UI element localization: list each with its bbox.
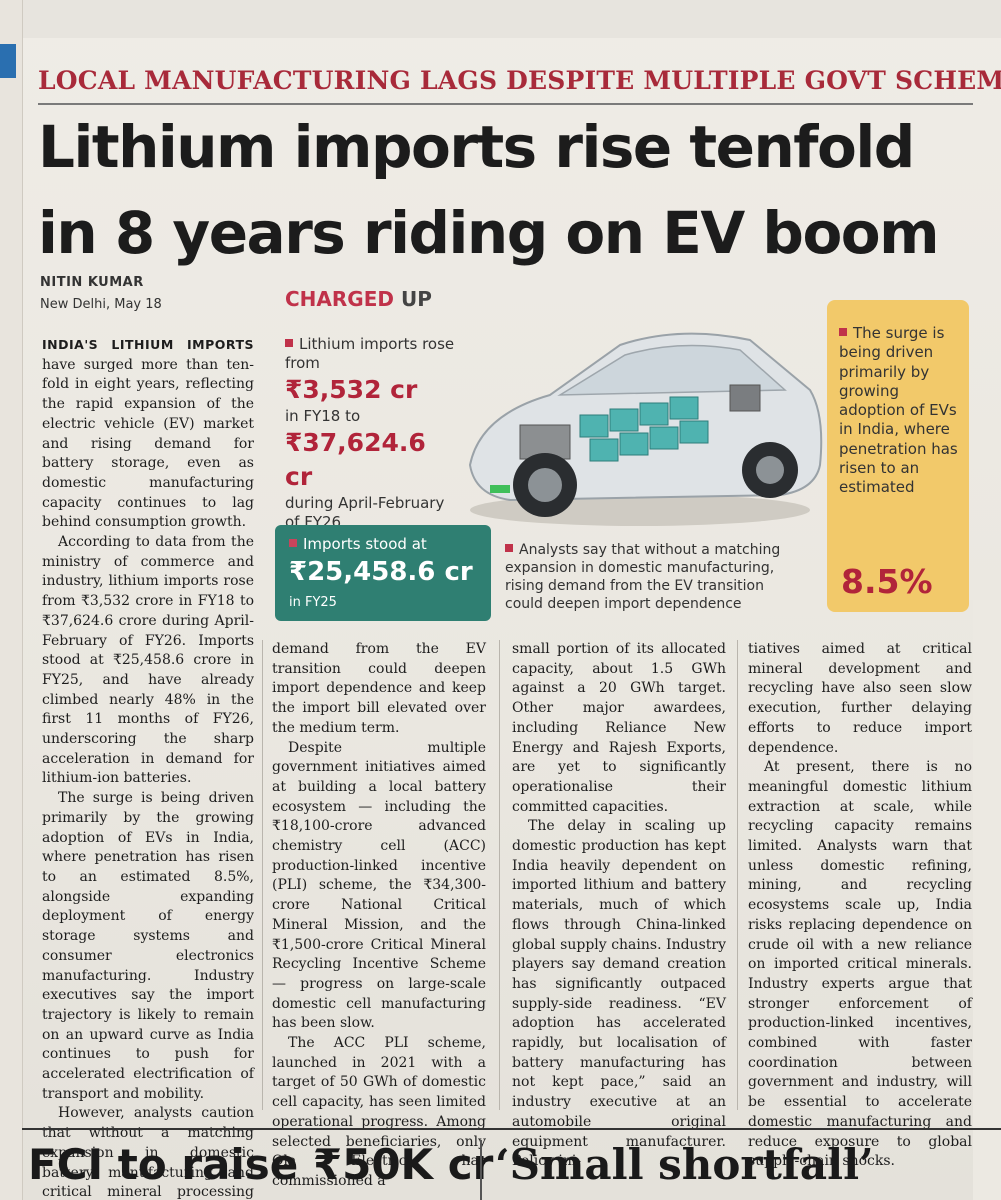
section-tab — [0, 44, 16, 78]
article-column-2: demand from the EV transition could deep… — [272, 640, 486, 1192]
article-paragraph: INDIA'S LITHIUM IMPORTS have surged more… — [42, 337, 254, 531]
article-paragraph: The surge is being driven primarily by t… — [42, 790, 254, 1102]
fy18-value: ₹3,532 cr — [285, 375, 418, 404]
bullet-icon — [839, 328, 847, 336]
graphic-title-up: UP — [400, 287, 432, 311]
bullet-icon — [285, 339, 293, 347]
ev-penetration-box: The surge is being driven primarily by g… — [827, 300, 969, 612]
article-paragraph: The delay in scaling up domestic product… — [512, 818, 726, 1170]
next-headline-right: ‘Small shortfall’ — [495, 1140, 874, 1189]
article-paragraph: The ACC PLI scheme, launched in 2021 wit… — [272, 1035, 486, 1189]
lead-caps: INDIA'S LITHIUM IMPORTS — [42, 337, 254, 352]
ev-penetration-text: The surge is being driven primarily by g… — [839, 324, 958, 497]
fy25-imports-box: Imports stood at ₹25,458.6 cr in FY25 — [275, 525, 491, 621]
fy26-value: ₹37,624.6 cr — [285, 428, 426, 491]
imports-rise-mid: in FY18 to — [285, 407, 361, 425]
article-paragraph: Despite multiple government initiatives … — [272, 739, 486, 1032]
ev-penetration-value: 8.5% — [841, 562, 933, 601]
column-divider — [262, 640, 263, 1110]
graphic-title-main: CHARGED — [285, 287, 394, 311]
bullet-icon — [505, 544, 513, 552]
charged-up-graphic: CHARGED UP Lithium imports rose from ₹3,… — [275, 285, 975, 625]
fy25-label: Imports stood at — [289, 535, 427, 553]
article-paragraph: tiatives aimed at critical mineral devel… — [748, 641, 972, 756]
kicker: LOCAL MANUFACTURING LAGS DESPITE MULTIPL… — [38, 66, 1001, 95]
graphic-title: CHARGED UP — [285, 287, 432, 311]
headline: Lithium imports rise tenfold in 8 years … — [38, 104, 978, 276]
next-headline-left: FCI to raise ₹50K cr — [28, 1140, 494, 1189]
article-paragraph: small portion of its allocated capacity,… — [512, 641, 726, 815]
column-divider — [737, 640, 738, 1110]
article-paragraph: demand from the EV transition could deep… — [272, 641, 486, 736]
left-page-edge — [0, 0, 23, 1200]
article-paragraph: However, analysts caution that without a… — [42, 1105, 254, 1200]
article-column-4: tiatives aimed at critical mineral devel… — [748, 640, 972, 1172]
article-column-1: INDIA'S LITHIUM IMPORTS have surged more… — [42, 335, 254, 1200]
article-paragraph: At present, there is no meaningful domes… — [748, 759, 972, 1170]
bottom-rule — [22, 1128, 1001, 1130]
bullet-icon — [289, 539, 297, 547]
top-band — [22, 0, 1001, 38]
headline-divider — [480, 1140, 482, 1200]
fy25-tail: in FY25 — [289, 595, 337, 610]
headline-line-2: in 8 years riding on EV boom — [38, 199, 940, 267]
analyst-note: Analysts say that without a matching exp… — [505, 542, 781, 612]
imports-rise-lead: Lithium imports rose from — [285, 335, 455, 372]
right-page-edge — [973, 600, 1001, 1200]
column-divider — [499, 640, 500, 1110]
article-paragraph: According to data from the ministry of c… — [42, 534, 254, 787]
article-column-3: small portion of its allocated capacity,… — [512, 640, 726, 1172]
byline: NITIN KUMAR New Delhi, May 18 — [40, 272, 162, 316]
byline-dateline: New Delhi, May 18 — [40, 297, 162, 312]
headline-line-1: Lithium imports rise tenfold — [38, 113, 915, 181]
imports-rise-block: Lithium imports rose from ₹3,532 cr in F… — [285, 335, 455, 532]
fy25-value: ₹25,458.6 cr — [289, 557, 473, 587]
kicker-rule — [38, 103, 973, 105]
byline-name: NITIN KUMAR — [40, 275, 144, 290]
ev-car-illustration — [468, 332, 823, 526]
